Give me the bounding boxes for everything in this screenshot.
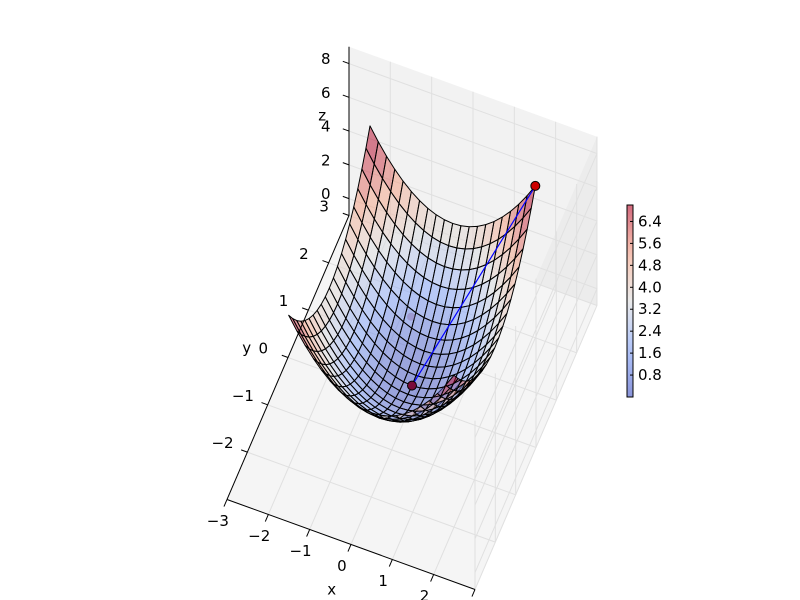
y-tick-label: 0 <box>258 339 268 357</box>
surface-facet <box>395 420 409 423</box>
y-axis-label: y <box>242 339 251 357</box>
point-marker <box>530 180 541 191</box>
colorbar-tick-label: 0.8 <box>638 366 662 384</box>
y-tick <box>342 212 350 216</box>
colorbar-tick-label: 5.6 <box>638 234 662 252</box>
z-tick <box>342 60 350 65</box>
x-tick <box>264 514 269 522</box>
x-tick <box>388 559 393 567</box>
x-tick-label: −1 <box>289 542 311 560</box>
y-tick <box>301 307 309 311</box>
z-tick-label: 4 <box>321 118 331 136</box>
z-tick <box>342 128 350 132</box>
surface-mesh <box>288 125 536 423</box>
x-tick <box>223 499 228 507</box>
colorbar-tick-label: 3.2 <box>638 300 662 318</box>
gridline <box>348 164 598 540</box>
point-marker-shadow <box>407 312 415 321</box>
colorbar-tick-label: 1.6 <box>638 344 662 362</box>
z-tick <box>342 94 350 98</box>
x-tick-label: 0 <box>337 557 347 575</box>
z-tick <box>342 195 350 200</box>
x-tick <box>471 589 476 597</box>
colorbar-gradient <box>626 204 634 398</box>
colorbar-tick-label: 4.8 <box>638 256 662 274</box>
y-tick-label: −1 <box>232 387 254 405</box>
x-tick-label: −2 <box>248 527 270 545</box>
y-tick-label: 3 <box>319 197 329 215</box>
x-tick-label: 1 <box>378 572 388 590</box>
gridline <box>348 96 598 472</box>
z-tick-label: 2 <box>321 151 331 169</box>
x-tick <box>347 544 352 552</box>
colorbar-tick-label: 2.4 <box>638 322 662 340</box>
z-tick-label: 6 <box>321 84 331 102</box>
x-axis-label: x <box>327 580 336 598</box>
point-marker <box>407 380 417 391</box>
descent-line <box>411 185 536 386</box>
gridline <box>247 451 496 543</box>
x-tick-label: −3 <box>207 512 229 530</box>
gridline <box>348 63 598 438</box>
z-axis-label: z <box>318 106 326 124</box>
colorbar-tick-label: 4.0 <box>638 278 662 296</box>
y-tick <box>261 402 268 406</box>
gridline <box>267 404 516 496</box>
z-tick-label: 0 <box>321 185 331 203</box>
path-overlay <box>407 180 541 391</box>
x-tick <box>430 574 435 582</box>
colorbar-tick-label: 6.4 <box>638 212 662 230</box>
y-tick-label: 1 <box>279 292 289 310</box>
z-tick <box>342 162 350 166</box>
z-tick-label: 8 <box>321 50 331 68</box>
y-tick <box>322 260 329 264</box>
x-tick <box>306 529 311 537</box>
colorbar: 0.8 1.6 2.4 3.2 4.0 4.8 5.6 6.4 <box>626 204 662 398</box>
y-tick <box>281 354 289 358</box>
y-tick <box>240 449 248 453</box>
x-tick-label: 2 <box>420 587 430 600</box>
gridline <box>348 130 598 506</box>
y-tick-label: 2 <box>299 245 309 263</box>
y-tick-label: −2 <box>211 434 233 452</box>
